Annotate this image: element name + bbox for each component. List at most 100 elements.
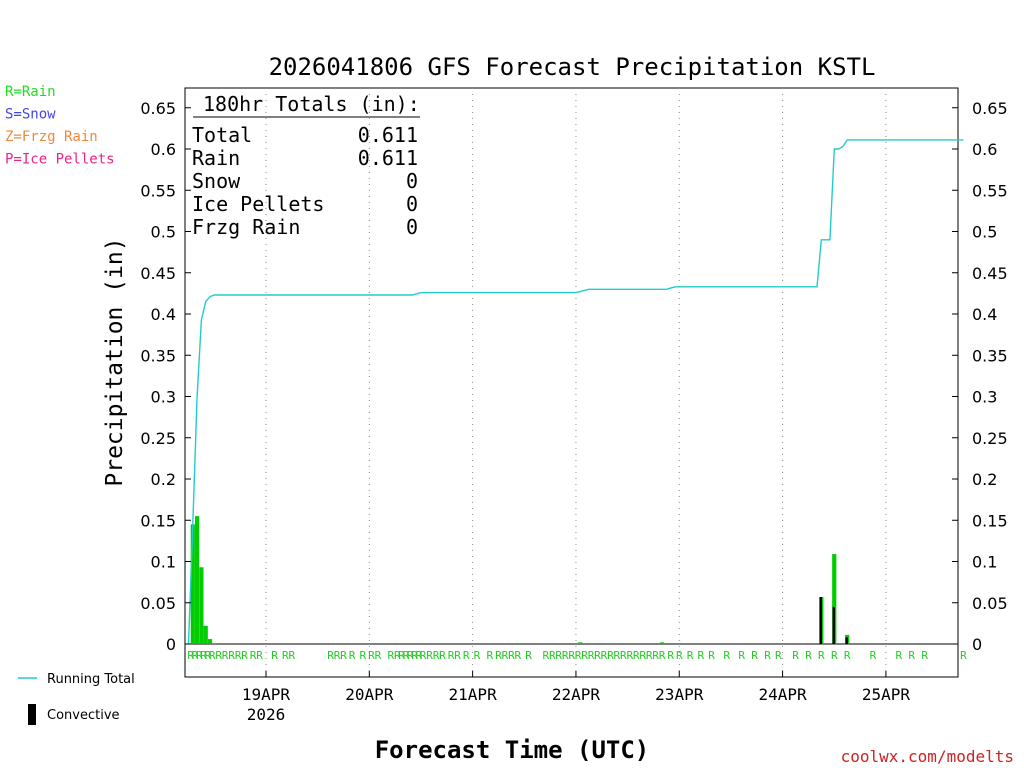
type-marker-44: R (543, 649, 550, 662)
type-marker-72: R (775, 649, 782, 662)
type-marker-66: R (697, 649, 704, 662)
type-marker-4: R (205, 649, 212, 662)
precip-bar-2 (199, 567, 204, 644)
precip-bar-5 (212, 643, 217, 644)
type-marker-17: R (334, 649, 341, 662)
credit-text: coolwx.com/modelts (841, 747, 1014, 766)
type-marker-46: R (555, 649, 562, 662)
series-legend: Running Total Convective (18, 672, 135, 725)
type-marker-53: R (601, 649, 608, 662)
type-marker-41: R (508, 649, 515, 662)
type-marker-12: R (256, 649, 263, 662)
type-marker-29: R (416, 649, 423, 662)
type-marker-37: R (474, 649, 481, 662)
totals-box: 180hr Totals (in): Total 0.611 Rain 0.611 Sn… (192, 92, 420, 239)
type-marker-50: R (581, 649, 588, 662)
type-marker-55: R (614, 649, 621, 662)
type-marker-8: R (228, 649, 235, 662)
y-tick-label-left-12: 0.6 (151, 140, 176, 159)
type-marker-24: R (394, 649, 401, 662)
x-tick-label-4: 23APR (655, 685, 704, 704)
y-tick-label-left-8: 0.4 (151, 305, 176, 324)
type-marker-15: R (289, 649, 296, 662)
type-marker-48: R (568, 649, 575, 662)
y-tick-label-left-1: 0.05 (140, 594, 176, 613)
type-marker-74: R (805, 649, 812, 662)
precip-bar-7 (659, 642, 665, 644)
type-marker-32: R (433, 649, 440, 662)
type-marker-39: R (495, 649, 502, 662)
vertical-gridlines (265, 88, 887, 677)
y-tick-label-right-5: 0.25 (972, 429, 1008, 448)
type-marker-64: R (676, 649, 683, 662)
totals-label-3: Ice Pellets (192, 192, 324, 216)
type-marker-78: R (870, 649, 877, 662)
totals-value-0: 0.611 (358, 123, 418, 147)
type-marker-49: R (575, 649, 582, 662)
type-marker-31: R (426, 649, 433, 662)
type-marker-79: R (896, 649, 903, 662)
bar-series (190, 516, 850, 644)
type-legend-item-0: R=Rain (5, 84, 56, 100)
y-tick-label-right-6: 0.3 (972, 388, 997, 407)
type-marker-27: R (407, 649, 414, 662)
type-marker-33: R (439, 649, 446, 662)
x-tick-label-3: 22APR (552, 685, 601, 704)
type-marker-76: R (831, 649, 838, 662)
totals-header: 180hr Totals (in): (203, 92, 420, 116)
type-marker-61: R (652, 649, 659, 662)
type-marker-38: R (487, 649, 494, 662)
chart-title: 2026041806 GFS Forecast Precipitation KS… (269, 53, 876, 81)
type-marker-30: R (420, 649, 427, 662)
precip-bar-6 (578, 642, 583, 644)
type-marker-47: R (562, 649, 569, 662)
type-marker-36: R (463, 649, 470, 662)
y-tick-label-left-13: 0.65 (140, 99, 176, 118)
y-axis-label: Precipitation (in) (102, 237, 128, 486)
y-tick-label-right-2: 0.1 (972, 553, 997, 572)
totals-label-0: Total (192, 123, 252, 147)
y-tick-label-left-11: 0.55 (140, 181, 176, 200)
type-marker-13: R (271, 649, 278, 662)
type-legend-item-1: S=Snow (5, 107, 56, 123)
y-tick-label-left-9: 0.45 (140, 264, 176, 283)
type-marker-69: R (738, 649, 745, 662)
type-marker-54: R (607, 649, 614, 662)
legend-label-0: Running Total (47, 672, 135, 687)
convective-series (819, 596, 848, 644)
type-marker-6: R (215, 649, 222, 662)
type-marker-77: R (844, 649, 851, 662)
type-marker-20: R (360, 649, 367, 662)
legend-label-1: Convective (47, 708, 120, 723)
type-marker-22: R (375, 649, 382, 662)
type-marker-14: R (282, 649, 289, 662)
type-marker-59: R (639, 649, 646, 662)
type-marker-75: R (818, 649, 825, 662)
y-tick-label-right-4: 0.2 (972, 470, 997, 489)
y-tick-label-right-12: 0.6 (972, 140, 997, 159)
type-marker-70: R (751, 649, 758, 662)
convective-bar-9 (832, 606, 835, 644)
type-marker-16: R (327, 649, 334, 662)
y-tick-label-right-10: 0.5 (972, 223, 997, 242)
type-marker-0: R (187, 649, 194, 662)
type-marker-81: R (921, 649, 928, 662)
type-marker-1: R (192, 649, 199, 662)
y-tick-label-right-1: 0.05 (972, 594, 1008, 613)
type-marker-65: R (687, 649, 694, 662)
precip-bar-1 (195, 516, 200, 644)
totals-value-3: 0 (406, 192, 418, 216)
type-marker-73: R (792, 649, 799, 662)
type-marker-23: R (388, 649, 395, 662)
legend-swatch-convective (28, 704, 36, 725)
y-tick-label-left-4: 0.2 (151, 470, 176, 489)
type-marker-26: R (403, 649, 410, 662)
type-marker-11: R (250, 649, 257, 662)
type-marker-10: R (241, 649, 248, 662)
type-marker-9: R (235, 649, 242, 662)
type-marker-5: R (209, 649, 216, 662)
totals-label-2: Snow (192, 169, 241, 193)
type-marker-68: R (723, 649, 730, 662)
